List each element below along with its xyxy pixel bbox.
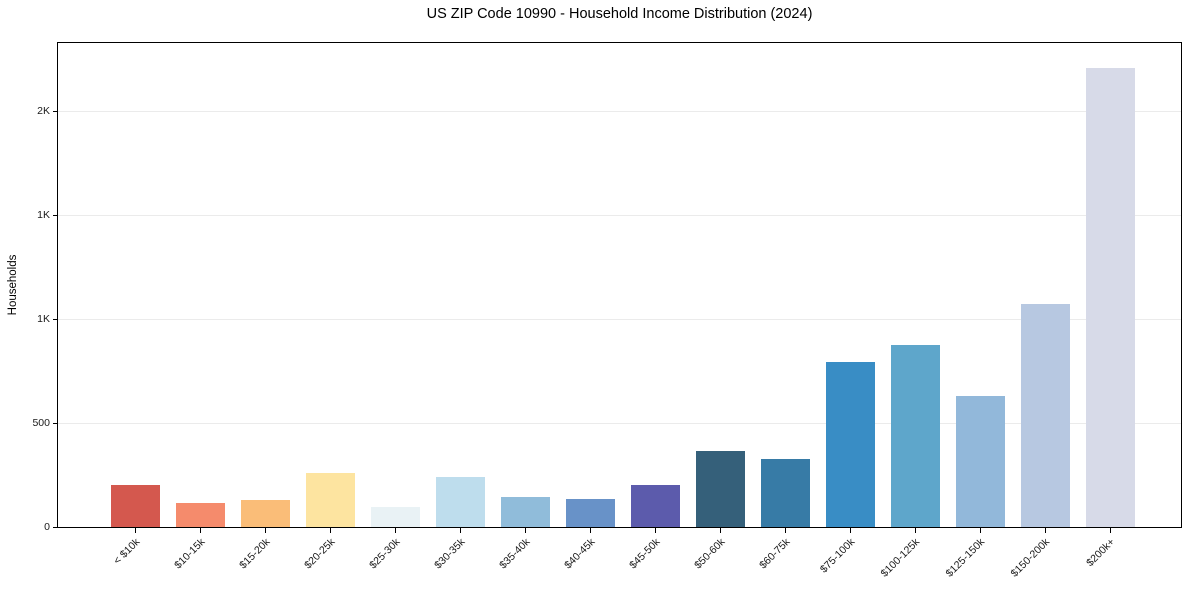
y-tick-mark [53, 214, 57, 216]
y-tick-mark [53, 318, 57, 320]
bar-15-20k [240, 499, 290, 527]
x-tick-label: $40-45k [562, 536, 598, 572]
bar-200k [1085, 68, 1135, 527]
x-tick-mark [979, 528, 981, 533]
x-tick-label: $150-200k [1008, 536, 1053, 580]
bar-10-15k [175, 503, 225, 527]
x-tick-label: $75-100k [818, 536, 858, 576]
x-tick-label: $45-50k [627, 536, 663, 572]
gridline [58, 110, 1181, 112]
y-tick-label: 1K [37, 312, 50, 325]
bar-50-60k [695, 451, 745, 527]
bar-10k [110, 485, 160, 527]
y-tick-label: 0 [44, 520, 50, 533]
x-tick-label: $15-20k [237, 536, 273, 572]
x-tick-mark [784, 528, 786, 533]
bar-60-75k [760, 459, 810, 527]
x-tick-mark [589, 528, 591, 533]
y-tick-label: 1K [37, 208, 50, 221]
x-tick-label: $30-35k [432, 536, 468, 572]
x-tick-label: $200k+ [1084, 536, 1118, 570]
x-tick-mark [654, 528, 656, 533]
x-tick-label: $50-60k [692, 536, 728, 572]
y-tick-label: 2K [37, 104, 50, 117]
x-tick-mark [719, 528, 721, 533]
x-tick-label: $100-125k [878, 536, 923, 580]
x-tick-label: $25-30k [367, 536, 403, 572]
y-tick-mark [53, 110, 57, 112]
bar-45-50k [630, 485, 680, 527]
bar-35-40k [500, 496, 550, 527]
x-tick-mark [1044, 528, 1046, 533]
x-tick-label: $20-25k [302, 536, 338, 572]
gridline [58, 214, 1181, 216]
x-tick-mark [394, 528, 396, 533]
x-tick-mark [459, 528, 461, 533]
x-tick-label: $125-150k [943, 536, 988, 580]
x-tick-mark [134, 528, 136, 533]
gridline [58, 318, 1181, 320]
gridline [58, 422, 1181, 424]
y-tick-label: 500 [32, 416, 50, 429]
plot-area [57, 42, 1182, 528]
x-tick-mark [199, 528, 201, 533]
bar-40-45k [565, 498, 615, 527]
x-tick-mark [849, 528, 851, 533]
bar-125-150k [955, 395, 1005, 527]
x-tick-label: $10-15k [172, 536, 208, 572]
x-tick-label: $60-75k [757, 536, 793, 572]
y-tick-mark [53, 422, 57, 424]
bar-75-100k [825, 361, 875, 527]
y-axis-label: Households [7, 254, 19, 316]
y-tick-mark [53, 526, 57, 528]
x-tick-label: $35-40k [497, 536, 533, 572]
bar-25-30k [370, 507, 420, 527]
bar-20-25k [305, 472, 355, 527]
chart-title: US ZIP Code 10990 - Household Income Dis… [426, 6, 813, 22]
x-tick-mark [329, 528, 331, 533]
x-tick-label: < $10k [111, 536, 143, 567]
bar-100-125k [890, 345, 940, 527]
bar-150-200k [1020, 304, 1070, 527]
x-tick-mark [264, 528, 266, 533]
x-tick-mark [524, 528, 526, 533]
x-tick-mark [1109, 528, 1111, 533]
bar-30-35k [435, 477, 485, 527]
x-tick-mark [914, 528, 916, 533]
